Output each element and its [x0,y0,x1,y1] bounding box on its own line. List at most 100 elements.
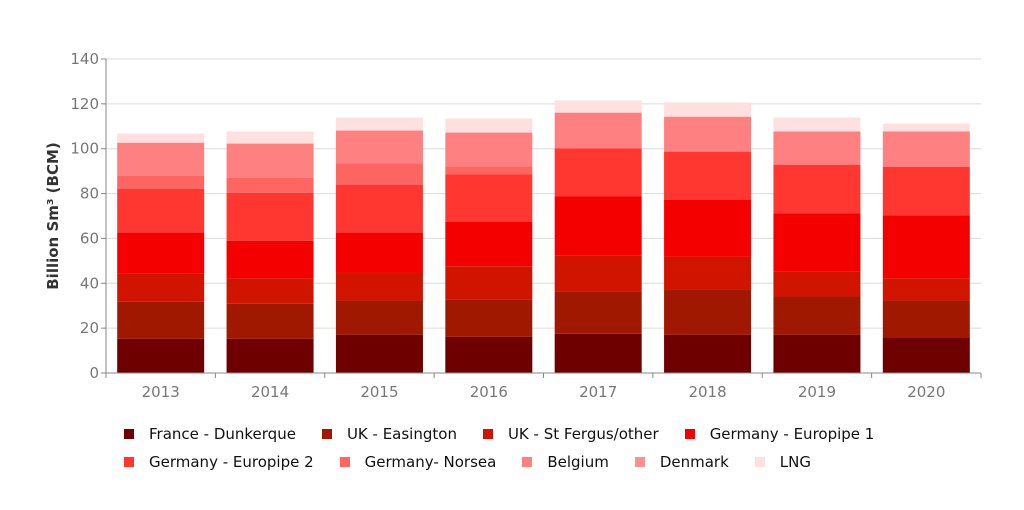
bar-segment [117,273,205,302]
bar-segment [335,300,423,335]
legend-label: LNG [779,453,811,471]
bar-segment [335,130,423,164]
y-tick-label: 120 [70,95,99,113]
bar-segment [226,131,314,144]
legend-item: Belgium [522,448,609,476]
bar-segment [554,100,642,113]
legend-swatch [124,429,134,439]
legend-item: LNG [754,448,811,476]
bar-segment [773,296,861,335]
bar-segment [882,300,970,338]
bar-segment [664,289,752,335]
bar-segment [773,117,861,132]
bar-segment [773,271,861,297]
legend-swatch [754,457,765,467]
bar-segment [335,272,423,301]
bar-segment [882,131,970,167]
bar-segment [335,117,423,131]
bar-segment [773,213,861,272]
legend-label: France - Dunkerque [149,425,296,443]
y-tick-label: 60 [80,229,99,247]
bar-segment [335,232,423,273]
legend: France - Dunkerque UK - Easington UK - St … [124,420,1004,476]
y-tick-label: 0 [89,364,99,382]
y-axis-label: Billion Sm³ (BCM) [44,142,62,290]
bar-segment [335,334,423,373]
bar-segment [445,336,533,373]
bar-segment [882,215,970,279]
bar-segment [554,148,642,197]
x-tick-label: 2014 [251,383,289,401]
bar-segment [664,256,752,290]
bar-segment [226,177,314,193]
y-tick-label: 20 [80,319,99,337]
bar-segment [882,337,970,373]
bar-segment [226,278,314,304]
bar-segment [664,199,752,257]
y-tick-label: 40 [80,274,99,292]
bar-segment [554,333,642,373]
legend-item: UK - Easington [321,420,457,448]
legend-label: Belgium [547,453,609,471]
bar-segment [445,174,533,222]
bar-segment [554,291,642,334]
legend-swatch [522,457,533,467]
legend-item: Germany - Europipe 1 [684,420,875,448]
bar-segment [226,143,314,178]
legend-item: Germany- Norsea [339,448,497,476]
bar-segment [226,338,314,373]
bar-segment [773,334,861,373]
legend-label: UK - St Fergus/other [507,425,659,443]
bar-segment [117,188,205,233]
legend-item: Denmark [634,448,729,476]
legend-item: UK - St Fergus/other [482,420,659,448]
bar-segment [445,166,533,175]
bar-segment [664,151,752,200]
bar-segment [335,163,423,185]
legend-label: Denmark [659,453,729,471]
bar-segment [445,299,533,337]
bar-segment [882,278,970,301]
bar-segment [117,301,205,339]
y-tick-label: 100 [70,140,99,158]
legend-swatch [684,429,695,439]
bar-segment [117,133,205,143]
bar-segment [554,255,642,292]
x-tick-label: 2019 [798,383,836,401]
bar-segment [117,175,205,189]
legend-swatch [634,457,645,467]
y-tick-label: 140 [70,50,99,68]
bar-segment [445,266,533,300]
bar-segment [554,196,642,256]
legend-label: UK - Easington [346,425,457,443]
bar-segment [445,221,533,267]
bar-segment [226,303,314,339]
bar-segment [664,116,752,152]
bar-segment [882,166,970,216]
legend-label: Germany- Norsea [364,453,497,471]
legend-swatch [321,429,332,439]
bar-segment [335,184,423,233]
x-tick-label: 2015 [360,383,398,401]
bar-segment [664,102,752,117]
bar-segment [226,192,314,241]
legend-label: Germany - Europipe 1 [709,425,875,443]
x-tick-label: 2018 [688,383,726,401]
legend-swatch [482,429,493,439]
x-tick-label: 2016 [470,383,508,401]
x-tick-label: 2020 [907,383,945,401]
bar-segment [117,142,205,176]
bar-segment [226,240,314,279]
bar-segment [664,334,752,373]
bar-segment [554,112,642,149]
bar-segment [117,232,205,274]
x-tick-label: 2013 [142,383,180,401]
legend-item: Germany - Europipe 2 [124,448,314,476]
bar-segment [882,123,970,132]
bar-segment [445,132,533,167]
bar-segment [445,118,533,133]
legend-swatch [339,457,350,467]
stacked-bar-chart: 0 20 40 60 80 100 120 140 2013 2014 2015 2016 2017 20… [44,50,982,401]
legend-item: France - Dunkerque [124,420,296,448]
